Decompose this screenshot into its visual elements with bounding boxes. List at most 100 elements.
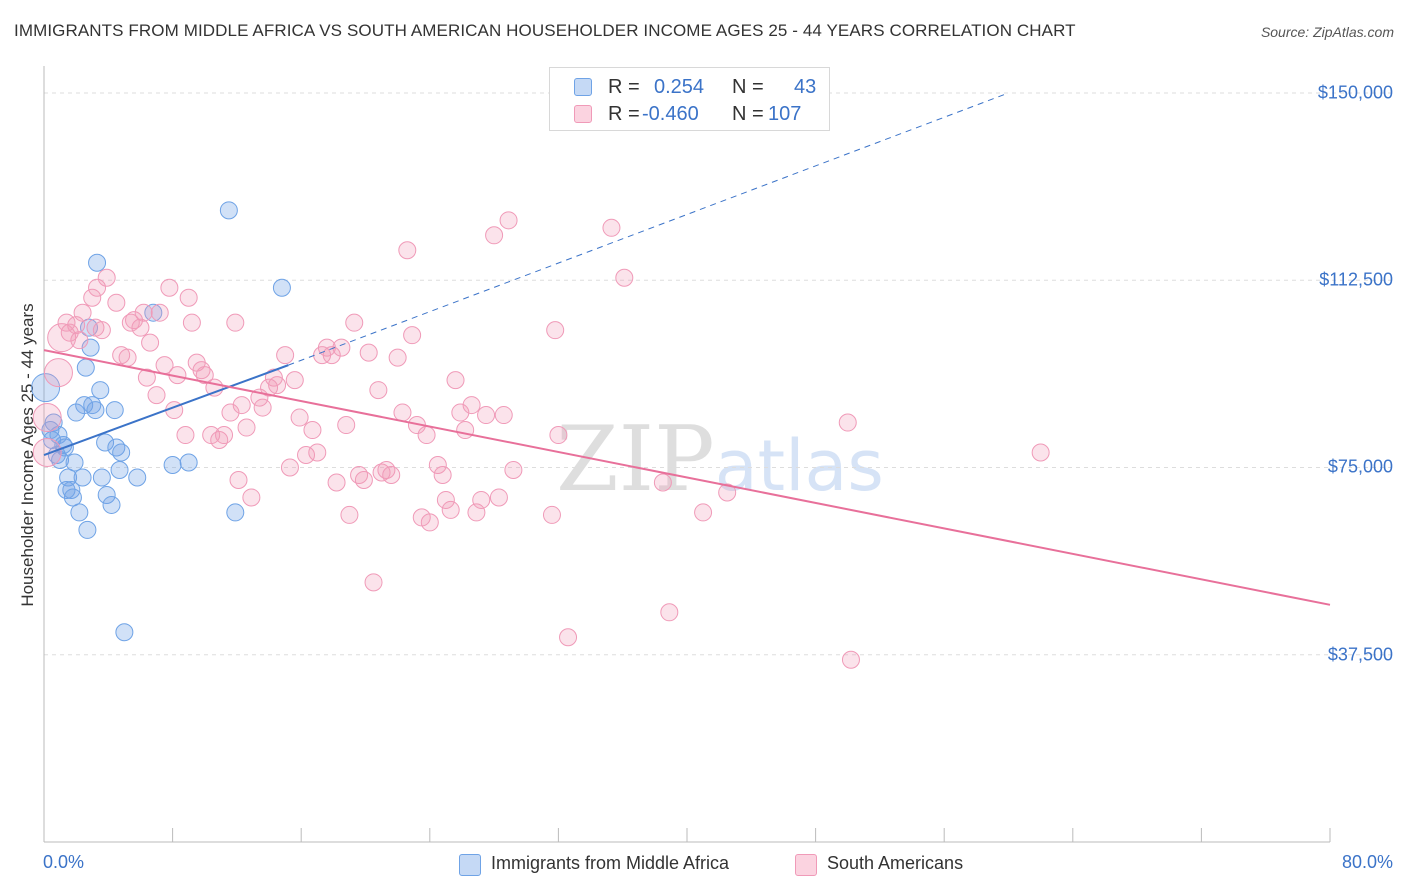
point-south-american bbox=[70, 331, 89, 350]
stats-r-value: 0.254 bbox=[654, 76, 705, 98]
point-middle-africa bbox=[219, 201, 238, 220]
stats-r-value: -0.460 bbox=[642, 103, 699, 125]
point-south-american bbox=[393, 403, 412, 422]
point-south-american bbox=[489, 488, 508, 507]
legend-label: Immigrants from Middle Africa bbox=[491, 853, 730, 873]
point-south-american bbox=[841, 650, 860, 669]
point-south-american bbox=[477, 406, 496, 425]
point-south-american bbox=[417, 426, 436, 445]
point-middle-africa bbox=[92, 468, 111, 487]
point-middle-africa bbox=[226, 503, 245, 522]
point-middle-africa bbox=[63, 488, 82, 507]
point-middle-africa bbox=[144, 303, 163, 322]
point-middle-africa bbox=[96, 433, 115, 452]
point-south-american bbox=[97, 268, 116, 287]
point-south-american bbox=[43, 358, 73, 388]
point-south-american bbox=[308, 443, 327, 462]
point-middle-africa bbox=[31, 373, 61, 403]
point-south-american bbox=[403, 326, 422, 345]
y-tick-label: $150,000 bbox=[1317, 82, 1393, 103]
point-south-american bbox=[232, 396, 251, 415]
point-middle-africa bbox=[83, 396, 102, 415]
point-south-american bbox=[602, 218, 621, 237]
point-middle-africa bbox=[107, 438, 126, 457]
point-south-american bbox=[332, 338, 351, 357]
point-middle-africa bbox=[97, 485, 116, 504]
point-south-american bbox=[83, 288, 102, 307]
trend-line-middle-africa-extension bbox=[288, 92, 1009, 366]
point-south-american bbox=[433, 465, 452, 484]
source-credit: Source: ZipAtlas.com bbox=[1260, 24, 1394, 40]
point-south-american bbox=[369, 381, 388, 400]
point-south-american bbox=[160, 278, 179, 297]
y-tick-label: $37,500 bbox=[1327, 644, 1393, 665]
point-middle-africa bbox=[65, 453, 84, 472]
point-south-american bbox=[462, 396, 481, 415]
point-south-american bbox=[280, 458, 299, 477]
point-south-american bbox=[420, 513, 439, 532]
point-south-american bbox=[253, 398, 272, 417]
point-south-american bbox=[436, 490, 455, 509]
point-middle-africa bbox=[91, 381, 110, 400]
point-south-american bbox=[107, 293, 126, 312]
point-middle-africa bbox=[128, 468, 147, 487]
legend-swatch-blue bbox=[459, 854, 481, 876]
point-south-american bbox=[398, 241, 417, 260]
point-south-american bbox=[242, 488, 261, 507]
point-south-american bbox=[141, 333, 160, 352]
point-south-american bbox=[327, 473, 346, 492]
point-south-american bbox=[559, 628, 578, 647]
point-south-american bbox=[226, 313, 245, 332]
point-south-american bbox=[134, 303, 153, 322]
point-south-american bbox=[192, 361, 211, 380]
point-middle-africa bbox=[115, 623, 134, 642]
point-south-american bbox=[182, 313, 201, 332]
stats-r-label: R = bbox=[608, 76, 640, 98]
point-south-american bbox=[322, 346, 341, 365]
point-south-american bbox=[388, 348, 407, 367]
point-south-american bbox=[237, 418, 256, 437]
stats-r-label: R = bbox=[608, 103, 640, 125]
point-middle-africa bbox=[70, 503, 89, 522]
point-south-american bbox=[660, 603, 679, 622]
stats-n-label: N = bbox=[732, 76, 764, 98]
point-south-american bbox=[118, 348, 137, 367]
point-south-american bbox=[838, 413, 857, 432]
legend-label: South Americans bbox=[827, 853, 964, 873]
point-middle-africa bbox=[86, 401, 105, 420]
point-south-american bbox=[337, 416, 356, 435]
point-south-american bbox=[364, 573, 383, 592]
point-south-american bbox=[428, 455, 447, 474]
point-south-american bbox=[359, 343, 378, 362]
stats-n-value: 43 bbox=[794, 76, 817, 98]
point-south-american bbox=[121, 313, 140, 332]
point-south-american bbox=[195, 366, 214, 385]
legend-swatch-pink bbox=[795, 854, 817, 876]
stats-n-value: 107 bbox=[768, 103, 802, 125]
point-south-american bbox=[546, 321, 565, 340]
point-middle-africa bbox=[163, 455, 182, 474]
point-south-american bbox=[297, 446, 316, 465]
trend-line-middle-africa bbox=[43, 364, 289, 456]
point-south-american bbox=[73, 303, 92, 322]
chart-title: IMMIGRANTS FROM MIDDLE AFRICA VS SOUTH A… bbox=[14, 21, 1076, 40]
blue-swatch bbox=[574, 78, 592, 96]
point-south-american bbox=[285, 371, 304, 390]
point-south-american bbox=[504, 460, 523, 479]
point-south-american bbox=[150, 303, 169, 322]
point-south-american bbox=[229, 470, 248, 489]
point-south-american bbox=[615, 268, 634, 287]
point-middle-africa bbox=[76, 358, 95, 377]
point-south-american bbox=[176, 426, 195, 445]
point-south-american bbox=[131, 318, 150, 337]
point-south-american bbox=[210, 431, 229, 450]
point-south-american bbox=[340, 505, 359, 524]
point-south-american bbox=[456, 421, 475, 440]
point-middle-africa bbox=[110, 460, 129, 479]
stats-box: R = 0.254 N = 43 R = -0.460 N = 107 bbox=[549, 67, 830, 131]
point-south-american bbox=[276, 346, 295, 365]
point-south-american bbox=[382, 465, 401, 484]
point-south-american bbox=[542, 505, 561, 524]
point-south-american bbox=[499, 211, 518, 230]
point-south-american bbox=[60, 323, 79, 342]
